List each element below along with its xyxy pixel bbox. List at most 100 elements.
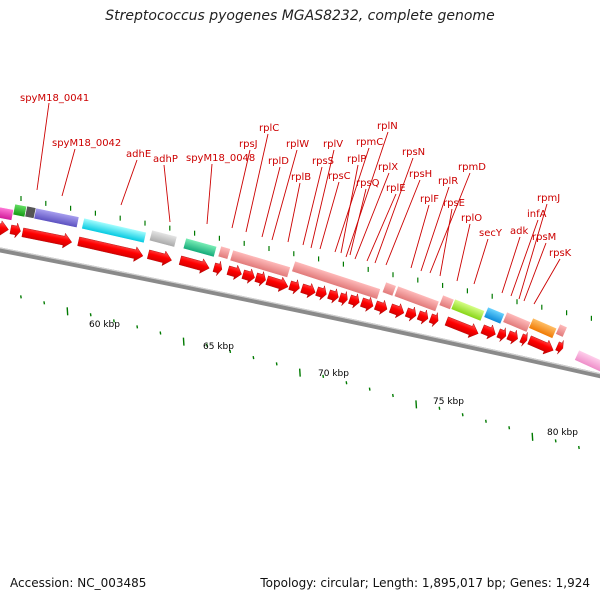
gene-feature-box [393, 285, 440, 313]
scale-tick [322, 374, 325, 379]
label-leader-line [310, 149, 335, 249]
gene-feature-box [574, 349, 600, 373]
feature-track [0, 203, 600, 373]
scale-tick [136, 325, 139, 329]
cds-arrow [241, 268, 255, 284]
scale-tick [229, 349, 232, 354]
gene-label-adhE: adhE [126, 149, 151, 160]
gene-label-rplB: rplB [291, 172, 311, 183]
scale-tick [252, 356, 255, 360]
scale-tick [66, 307, 69, 316]
label-leader-line [439, 208, 453, 277]
gene-label-rpsS: rpsS [312, 156, 334, 167]
genome-backbone-highlight [0, 247, 600, 375]
cds-arrow [254, 270, 266, 287]
label-leader-line [120, 159, 138, 206]
scale-tick [159, 331, 162, 335]
gene-feature-box [33, 207, 80, 229]
gene-label-rplE: rplE [386, 183, 406, 194]
scale-tick [461, 413, 464, 417]
cds-arrow [555, 340, 564, 355]
accession-text: Accession: NC_003485 [10, 576, 147, 590]
gene-feature-box [291, 260, 381, 300]
label-leader-line [374, 157, 414, 264]
scale-labels: 60 kbp 65 kbp 70 kbp 75 kbp 80 kbp [89, 320, 578, 438]
scale-tick [368, 387, 371, 391]
label-leader-line [261, 166, 281, 238]
scale-tick [554, 439, 557, 443]
gene-label-rpmC: rpmC [356, 137, 383, 148]
scale-tick [112, 319, 115, 323]
label-leader-line [287, 182, 301, 243]
gene-label-rplP: rplP [347, 154, 366, 165]
scale-label-75: 75 kbp [433, 397, 464, 407]
gene-label-rpmJ: rpmJ [537, 193, 560, 204]
cds-arrow [496, 327, 507, 342]
scale-tick [275, 362, 278, 366]
label-leader-line [510, 219, 539, 297]
scale-label-60: 60 kbp [89, 320, 120, 330]
cds-arrow [9, 222, 21, 239]
gene-label-rpsQ: rpsQ [356, 178, 380, 189]
cds-arrow [338, 291, 348, 306]
scale-tick [19, 295, 22, 299]
scale-ticks [19, 196, 593, 450]
cds-arrow [428, 312, 439, 327]
label-leader-line [302, 166, 323, 246]
gene-feature-box [483, 306, 506, 325]
gene-label-adhP: adhP [153, 154, 178, 165]
gene-feature-box [381, 281, 397, 297]
scale-tick [89, 313, 92, 317]
label-leader-line [429, 172, 471, 274]
gene-feature-box [229, 249, 291, 279]
cds-arrow [288, 278, 300, 295]
gene-label-rpsM: rpsM [532, 232, 556, 243]
gene-label-rplX: rplX [378, 162, 398, 173]
label-leader-line [533, 258, 561, 305]
label-leader-line [206, 163, 213, 225]
cds-arrow [226, 264, 242, 281]
scale-tick [577, 445, 580, 450]
gene-feature-box [502, 311, 532, 333]
label-leader-line [354, 172, 390, 260]
cds-arrow [265, 275, 289, 292]
scale-tick [298, 368, 301, 377]
cds-arrow [404, 306, 417, 322]
cds-arrow [21, 227, 73, 249]
gene-feature-box [217, 245, 231, 260]
cds-arrow [388, 303, 405, 319]
gene-label-rplW: rplW [286, 139, 309, 150]
label-leader-line [523, 242, 547, 302]
cds-arrow [212, 261, 223, 276]
scale-tick [182, 337, 185, 346]
gene-label-spyM18_0041: spyM18_0041 [20, 93, 89, 104]
scale-tick [43, 301, 46, 305]
label-leader-line [473, 238, 489, 285]
gene-feature-box [438, 294, 455, 311]
label-leader-line [231, 149, 251, 229]
genome-summary-text: Topology: circular; Length: 1,895,017 bp… [260, 576, 590, 590]
scale-label-80: 80 kbp [547, 428, 578, 438]
label-leader-line [36, 102, 50, 191]
gene-label-rpmD: rpmD [458, 162, 486, 173]
gene-label-rplV: rplV [323, 139, 343, 150]
cds-arrow [360, 296, 374, 312]
gene-label-rpsK: rpsK [549, 248, 572, 259]
label-leader-line [345, 131, 389, 258]
label-leader-line [501, 236, 521, 294]
gene-label-spyM18_0042: spyM18_0042 [52, 138, 121, 149]
cds-arrow [300, 282, 316, 299]
gene-labels: spyM18_0041 spyM18_0042 adhE adhP spyM18… [20, 93, 572, 259]
label-leader-line [420, 186, 450, 272]
gene-label-secY: secY [479, 228, 503, 239]
cds-arrow [77, 236, 144, 262]
cds-arrow [146, 249, 172, 266]
map-title: Streptococcus pyogenes MGAS8232, complet… [105, 8, 495, 24]
cds-arrow [315, 285, 327, 301]
gene-label-rplC: rplC [259, 123, 279, 134]
gene-feature-box [12, 203, 28, 218]
cds-arrow [480, 324, 496, 340]
gene-label-infA: infA [527, 209, 547, 220]
label-leader-line [410, 204, 430, 269]
scale-tick [415, 400, 418, 409]
